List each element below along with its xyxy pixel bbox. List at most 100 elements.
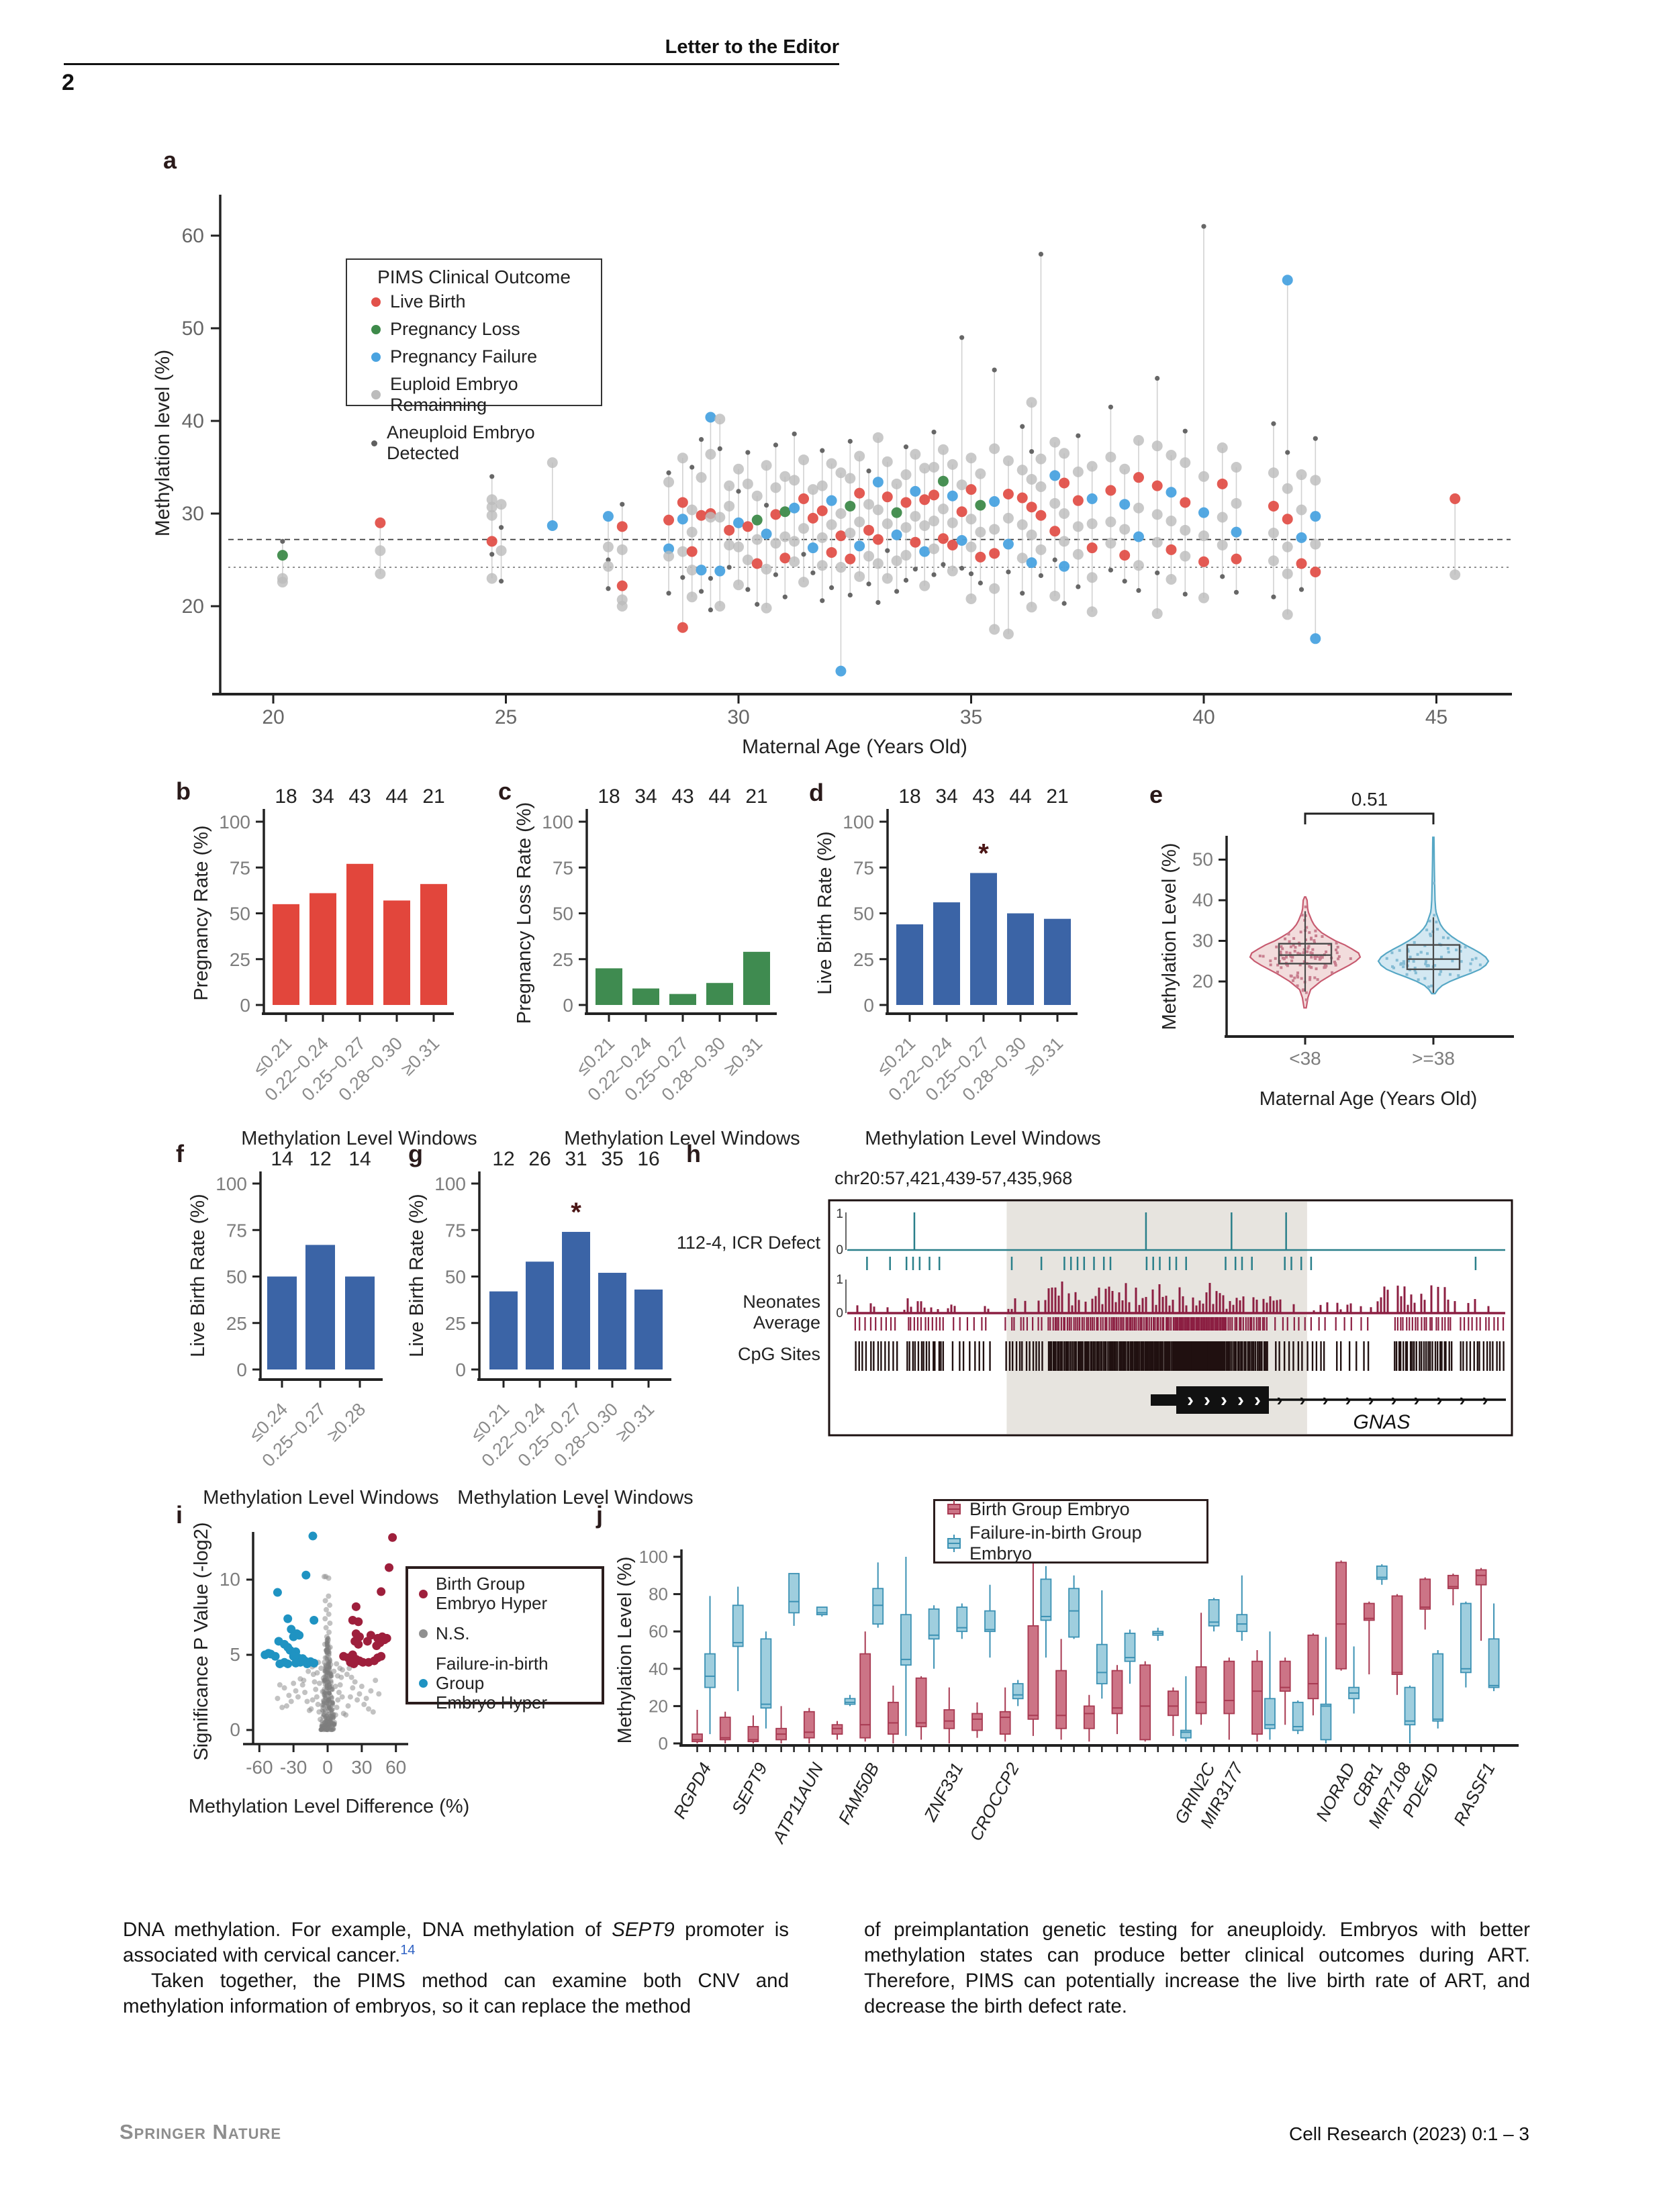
- svg-text:Pregnancy Loss Rate (%): Pregnancy Loss Rate (%): [514, 802, 535, 1024]
- svg-text:20: 20: [262, 706, 284, 728]
- svg-text:100: 100: [639, 1547, 668, 1567]
- svg-text:50: 50: [553, 904, 573, 924]
- legend-dot-icon: [419, 1589, 428, 1598]
- svg-text:14: 14: [348, 1148, 371, 1170]
- svg-text:Live Birth Rate (%): Live Birth Rate (%): [187, 1194, 209, 1357]
- svg-text:30: 30: [727, 706, 749, 728]
- svg-text:12: 12: [492, 1148, 514, 1170]
- svg-text:0.51: 0.51: [1351, 789, 1388, 810]
- body-text-left-column: DNA methylation. For example, DNA methyl…: [123, 1917, 789, 2019]
- svg-text:ZNF331: ZNF331: [920, 1760, 967, 1825]
- gene-name-italic: SEPT9: [612, 1919, 675, 1941]
- svg-text:35: 35: [601, 1148, 623, 1170]
- svg-text:CROCCP2: CROCCP2: [965, 1759, 1023, 1844]
- legend-dot-icon: [371, 297, 381, 307]
- svg-text:21: 21: [1046, 785, 1068, 808]
- svg-text:*: *: [978, 838, 989, 868]
- svg-text:18: 18: [598, 785, 620, 808]
- svg-text:43: 43: [348, 785, 371, 808]
- svg-text:40: 40: [182, 410, 204, 432]
- track-label-icr: 112-4, ICR Defect: [676, 1233, 820, 1253]
- svg-text:›: ›: [1237, 1389, 1244, 1411]
- paragraph: of preimplantation genetic testing for a…: [864, 1919, 1530, 2017]
- svg-text:1: 1: [836, 1207, 843, 1221]
- svg-text:RASSF1: RASSF1: [1449, 1760, 1499, 1829]
- header-rule: [64, 63, 839, 65]
- svg-text:100: 100: [219, 812, 250, 832]
- svg-text:21: 21: [422, 785, 444, 808]
- legend-item: Live Birth: [347, 288, 601, 316]
- panel-letter-b: b: [176, 777, 191, 805]
- svg-text:Methylation Level Windows: Methylation Level Windows: [203, 1487, 438, 1508]
- svg-text:SEPT9: SEPT9: [728, 1760, 771, 1818]
- panel-letter-h: h: [686, 1140, 701, 1167]
- legend-item: N.S.: [408, 1619, 602, 1649]
- svg-text:43: 43: [972, 785, 994, 808]
- svg-text:100: 100: [542, 812, 573, 832]
- svg-text:21: 21: [745, 785, 767, 808]
- svg-text:Methylation Level (%): Methylation Level (%): [1159, 843, 1180, 1030]
- svg-text:*: *: [571, 1198, 581, 1227]
- track-label-neonates: Neonates Average: [743, 1292, 820, 1333]
- svg-text:60: 60: [385, 1757, 406, 1778]
- svg-text:›: ›: [1391, 1390, 1397, 1410]
- svg-text:50: 50: [853, 904, 874, 924]
- panel-d-chart: 025507510018≤0.21340.22~0.24430.25~0.27*…: [814, 785, 1101, 1149]
- svg-text:0: 0: [863, 995, 874, 1016]
- panel-letter-c: c: [498, 777, 512, 805]
- svg-text:10: 10: [220, 1569, 240, 1590]
- svg-text:›: ›: [1323, 1390, 1329, 1410]
- svg-text:30: 30: [182, 503, 204, 525]
- svg-text:≥0.31: ≥0.31: [1020, 1033, 1067, 1079]
- svg-text:Methylation level (%): Methylation level (%): [152, 350, 174, 536]
- svg-text:0: 0: [455, 1359, 466, 1380]
- svg-text:20: 20: [182, 595, 204, 618]
- svg-text:25: 25: [226, 1313, 247, 1334]
- svg-text:44: 44: [1009, 785, 1031, 808]
- svg-text:50: 50: [226, 1267, 247, 1288]
- svg-text:40: 40: [1192, 706, 1215, 728]
- svg-text:≥0.31: ≥0.31: [397, 1033, 443, 1079]
- svg-text:Methylation Level Windows: Methylation Level Windows: [241, 1128, 477, 1149]
- svg-text:50: 50: [230, 904, 250, 924]
- journal-citation: Cell Research (2023) 0:1 – 3: [1289, 2123, 1529, 2144]
- svg-text:›: ›: [1187, 1389, 1194, 1411]
- journal-section-title: Letter to the Editor: [665, 36, 839, 58]
- svg-text:Pregnancy Rate (%): Pregnancy Rate (%): [191, 825, 212, 1000]
- panel-letter-g: g: [408, 1140, 423, 1167]
- reference-superscript[interactable]: 14: [400, 1943, 416, 1958]
- panel-e-chart: 20 30 40 50 <38 >=38 0.51 Maternal Age (Years O…: [1159, 789, 1514, 1110]
- svg-text:-60: -60: [246, 1757, 273, 1778]
- svg-text:40: 40: [649, 1659, 668, 1679]
- svg-text:5: 5: [230, 1644, 240, 1665]
- svg-text:Methylation Level Windows: Methylation Level Windows: [457, 1487, 693, 1508]
- legend-dot-icon: [371, 324, 381, 334]
- panel-c-chart: 025507510018≤0.21340.22~0.24430.25~0.274…: [514, 785, 800, 1149]
- panel-letter-d: d: [809, 779, 824, 806]
- svg-text:26: 26: [528, 1148, 551, 1170]
- svg-text:›: ›: [1414, 1390, 1420, 1410]
- paragraph: Taken together, the PIMS method can exam…: [123, 1970, 789, 2017]
- boxplot-legend: Birth Group Embryo Failure-in-birth Group…: [933, 1499, 1208, 1564]
- svg-text:18: 18: [275, 785, 297, 808]
- svg-text:75: 75: [553, 857, 573, 878]
- svg-text:50: 50: [182, 318, 204, 340]
- svg-text:44: 44: [708, 785, 730, 808]
- panel-b-chart: 025507510018≤0.21340.22~0.24430.25~0.274…: [191, 785, 477, 1149]
- panel-letter-e: e: [1149, 781, 1163, 808]
- svg-text:0: 0: [230, 1719, 240, 1740]
- svg-text:Maternal Age (Years Old): Maternal Age (Years Old): [742, 736, 967, 758]
- svg-text:34: 34: [634, 785, 657, 808]
- svg-text:1: 1: [836, 1273, 843, 1287]
- svg-text:75: 75: [230, 857, 250, 878]
- svg-text:43: 43: [671, 785, 694, 808]
- panel-letter-j: j: [596, 1501, 604, 1529]
- svg-text:›: ›: [1300, 1390, 1306, 1410]
- svg-text:RGPD4: RGPD4: [669, 1760, 716, 1822]
- svg-text:16: 16: [637, 1148, 659, 1170]
- svg-text:>=38: >=38: [1412, 1048, 1455, 1069]
- publisher-logo: Springer Nature: [120, 2120, 282, 2144]
